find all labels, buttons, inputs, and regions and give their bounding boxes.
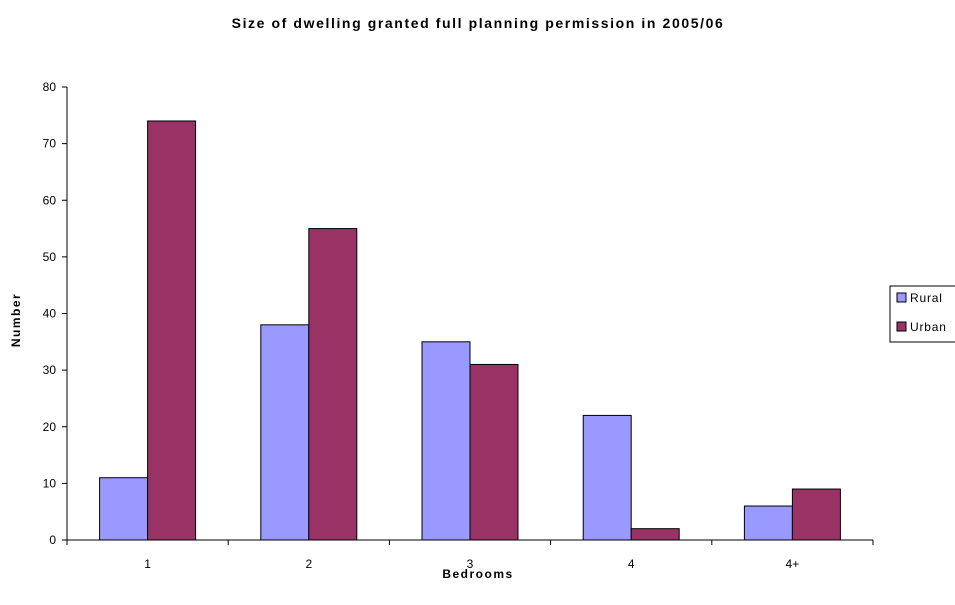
- y-tick-label: 40: [43, 307, 57, 321]
- bar-rural-3: [421, 341, 471, 541]
- y-tick-label: 10: [43, 476, 57, 490]
- bar-rural-2: [260, 324, 310, 541]
- bar-urban-3: [469, 363, 519, 541]
- x-tick-label: 4+: [786, 557, 800, 571]
- y-tick-label: 30: [43, 363, 57, 377]
- x-tick-label: 4: [628, 557, 635, 571]
- y-axis-title: Number: [9, 293, 23, 347]
- x-tick-label: 2: [305, 557, 312, 571]
- legend-label-urban: Urban: [910, 320, 947, 334]
- y-tick-label: 50: [43, 250, 57, 264]
- legend: Rural Urban: [889, 285, 955, 343]
- legend-swatch-urban: [896, 321, 907, 332]
- y-tick-label: 20: [43, 420, 57, 434]
- y-tick-label: 0: [49, 533, 56, 547]
- y-tick-label: 60: [43, 193, 57, 207]
- bar-rural-4: [582, 414, 632, 541]
- x-tick-label: 3: [467, 557, 474, 571]
- x-tick-label: 1: [144, 557, 151, 571]
- y-tick-label: 80: [43, 80, 57, 94]
- x-axis-title: Bedrooms: [442, 567, 513, 581]
- bar-rural-4plus: [743, 505, 793, 541]
- bar-urban-1: [147, 120, 197, 541]
- legend-label-rural: Rural: [910, 291, 943, 305]
- bars: [99, 120, 841, 541]
- bar-urban-4plus: [791, 488, 841, 541]
- bar-urban-4: [630, 528, 680, 541]
- x-axis-ticks: 1 2 3 4 4+: [66, 540, 874, 571]
- y-axis-ticks: 0 10 20 30 40 50 60 70 80: [43, 80, 67, 547]
- chart-title: Size of dwelling granted full planning p…: [232, 15, 725, 31]
- bar-rural-1: [99, 477, 149, 541]
- bar-urban-2: [308, 228, 358, 541]
- legend-swatch-rural: [896, 292, 907, 303]
- plot-area: 0 10 20 30 40 50 60 70 80 1 2 3 4 4+: [43, 80, 874, 571]
- y-tick-label: 70: [43, 137, 57, 151]
